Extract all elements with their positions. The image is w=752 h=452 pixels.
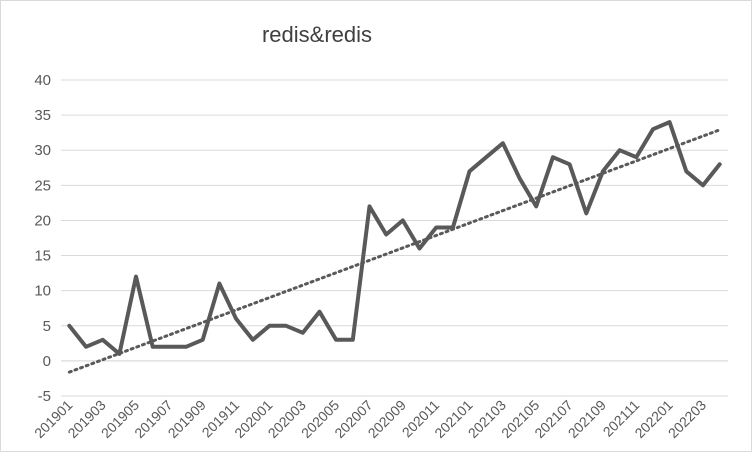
y-tick-label: 0: [43, 353, 51, 370]
y-tick-label: 35: [34, 107, 51, 124]
y-tick-label: 15: [34, 248, 51, 265]
y-tick-label: 20: [34, 212, 51, 229]
y-tick-label: 10: [34, 283, 51, 300]
y-tick-label: 25: [34, 177, 51, 194]
y-tick-label: -5: [38, 388, 51, 405]
y-tick-label: 40: [34, 72, 51, 89]
x-tick-label: 202109: [565, 397, 609, 441]
y-tick-label: 5: [43, 318, 51, 335]
x-tick-label: 202203: [665, 397, 709, 441]
trendline: [67, 128, 722, 374]
series-line: [67, 120, 722, 356]
x-tick-label: 201909: [165, 397, 209, 441]
x-tick-label: 202009: [365, 397, 409, 441]
chart-title: redis&redis: [261, 22, 373, 47]
y-tick-label: 30: [34, 142, 51, 159]
